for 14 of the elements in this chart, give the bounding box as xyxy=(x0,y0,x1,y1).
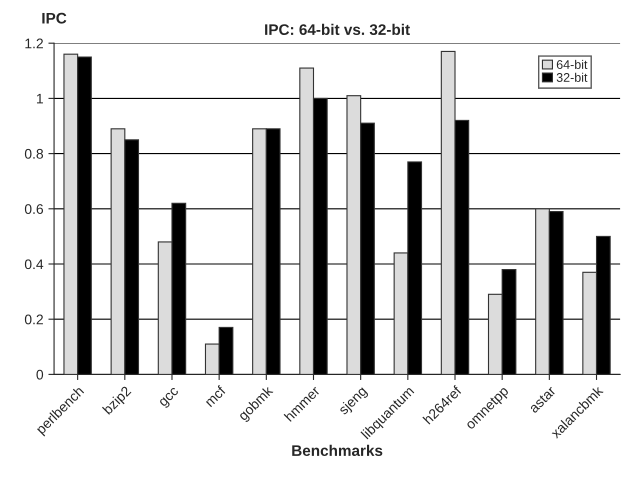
y-tick-label: 0.6 xyxy=(24,204,44,214)
y-tick-label: 0.8 xyxy=(24,148,44,159)
y-tick-label: 1.2 xyxy=(25,38,43,48)
y-tick-label: 0.2 xyxy=(24,314,43,324)
x-tick-label: gcc xyxy=(158,386,181,409)
y-axis-title: IPC xyxy=(42,12,66,24)
chart-title: IPC: 64-bit vs. 32-bit xyxy=(265,24,410,36)
y-tick-label: 0.4 xyxy=(24,259,44,270)
y-tick-label: 1 xyxy=(36,94,43,104)
x-axis-title: Benchmarks xyxy=(292,444,382,456)
x-tick-label: mcf xyxy=(204,384,226,408)
legend-label: 64-bit xyxy=(556,60,588,70)
y-tick-label: 0 xyxy=(36,370,44,380)
legend-label: 32-bit xyxy=(556,72,588,82)
